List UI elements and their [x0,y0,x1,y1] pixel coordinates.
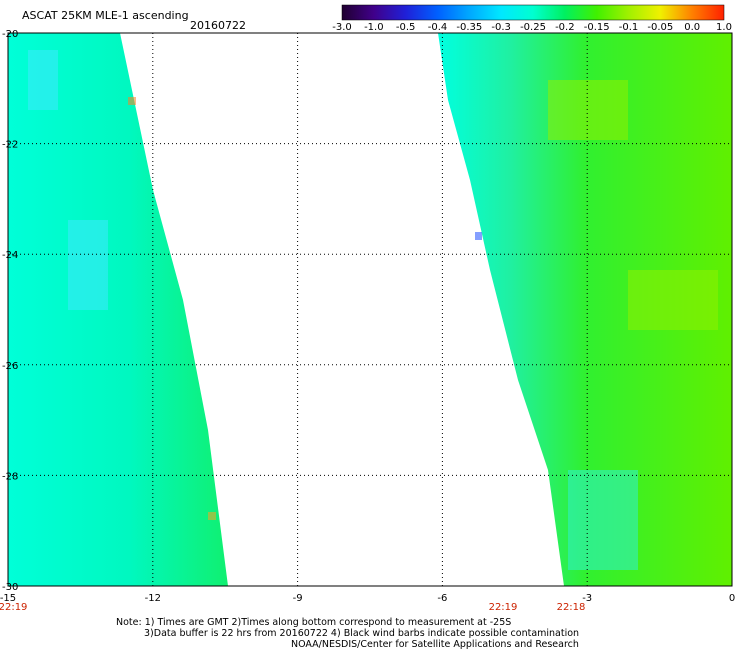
lon-tick-label: -9 [293,593,303,604]
lon-tick-label: -12 [145,593,161,604]
colorbar-scale [341,4,725,21]
cyan-patch [28,50,58,110]
map-svg: -3.0 -1.0 -0.5 -0.4 -0.35 -0.3 -0.25 -0.2 -0.15-… [0,4,735,613]
map-plot: -3.0 -1.0 -0.5 -0.4 -0.35 -0.3 -0.25 -0.2 -0.15-… [0,0,740,620]
colorbar-tick-label: 1.0 [716,22,732,33]
blue-pixel [475,232,482,240]
yellowgreen-patch [628,270,718,330]
colorbar-tick-label: -0.35 [456,22,482,33]
orange-pixel [128,97,136,105]
lon-tick-label: -15 [0,593,16,604]
note-line-1: Note: 1) Times are GMT 2)Times along bot… [116,617,512,628]
lat-tick-label: -20 [2,29,18,40]
time-label: 22:18 [557,602,586,613]
yellowgreen-patch [548,80,628,140]
plot-frame [7,32,733,587]
chart-date: 20160722 [190,19,246,32]
colorbar: -3.0 -1.0 -0.5 -0.4 -0.35 -0.3 -0.25 -0.2 -0.15-… [332,4,732,33]
cyan-patch [568,470,638,570]
time-label: 22:19 [0,602,27,613]
orange-pixel [208,512,216,520]
colorbar-tick-label: -0.25 [520,22,546,33]
lat-tick-label: -26 [2,361,18,372]
colorbar-tick-label: -0.5 [396,22,416,33]
colorbar-tick-label: -0.3 [491,22,511,33]
lon-tick-label: 0 [729,593,735,604]
colorbar-tick-label: -1.0 [364,22,384,33]
left-swath [8,33,228,586]
lon-tick-label: -3 [582,593,592,604]
colorbar-tick-label: -0.15 [584,22,610,33]
data-swaths [8,33,732,586]
credit-line: NOAA/NESDIS/Center for Satellite Applica… [291,639,579,650]
colorbar-tick-label: -3.0 [332,22,352,33]
colorbar-tick-label: -0.2 [555,22,575,33]
lon-tick-label: -6 [437,593,447,604]
lat-tick-label: -22 [2,140,18,151]
colorbar-tick-label: 0.0 [684,22,700,33]
colorbar-tick-label: -0.05 [647,22,673,33]
chart-title: ASCAT 25KM MLE-1 ascending [22,9,189,22]
time-label: 22:19 [489,602,518,613]
right-swath [438,33,732,586]
colorbar-tick-label: -0.1 [619,22,639,33]
lat-tick-label: -28 [2,471,18,482]
lat-tick-label: -24 [2,250,18,261]
axis-labels: -20-22-24-26-28-30-15 -12 -9 -6 -3 022:19 22:1… [0,29,735,613]
cyan-patch [68,220,108,310]
note-line-2: 3)Data buffer is 22 hrs from 20160722 4)… [144,628,580,639]
lat-tick-label: -30 [2,582,18,593]
colorbar-tick-label: -0.4 [428,22,448,33]
